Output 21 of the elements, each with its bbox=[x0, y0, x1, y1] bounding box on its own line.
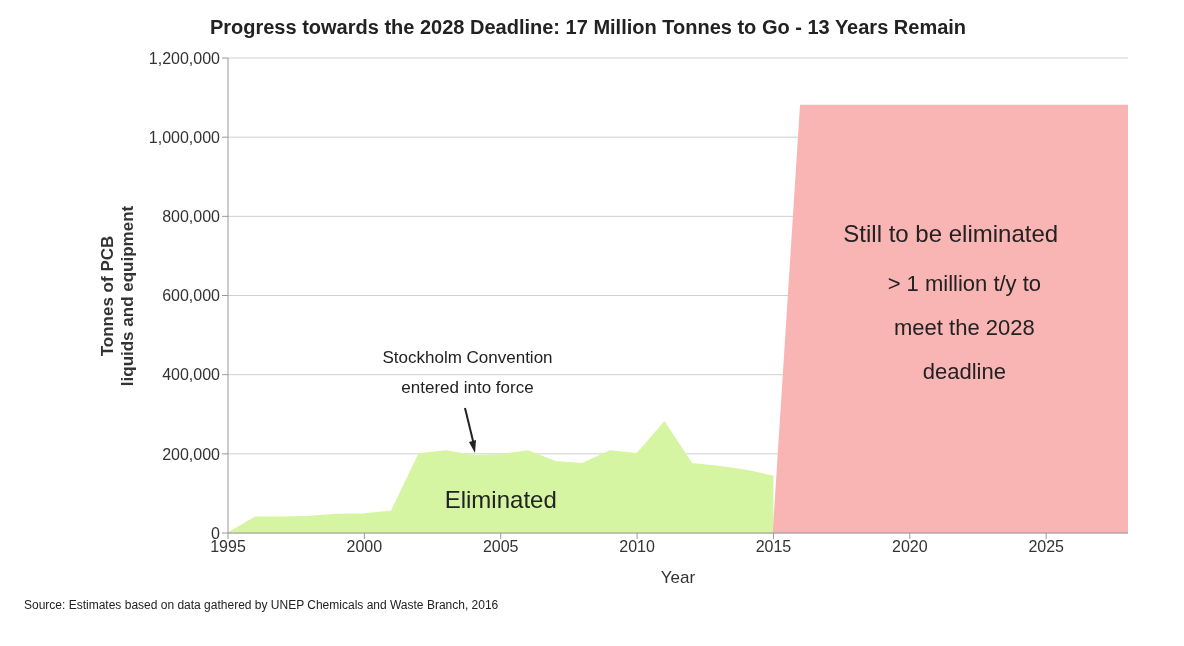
y-tick-label: 800,000 bbox=[162, 208, 221, 226]
x-tick-label: 2010 bbox=[619, 538, 655, 556]
y-axis-title: Tonnes of PCB liquids and equipment bbox=[98, 205, 138, 386]
x-tick-label: 2025 bbox=[1028, 538, 1065, 556]
x-tick-label: 2015 bbox=[755, 538, 792, 556]
chart-title: Progress towards the 2028 Deadline: 17 Million Tonnes to Go - 13 Years Remain bbox=[208, 16, 968, 39]
x-tick-label: 1995 bbox=[210, 538, 246, 556]
x-axis-title: Year bbox=[660, 568, 696, 587]
y-tick-label: 600,000 bbox=[162, 287, 221, 305]
series-label: Still to be eliminated bbox=[843, 219, 1059, 248]
x-tick-label: 2000 bbox=[346, 538, 383, 556]
y-tick-label: 1,200,000 bbox=[148, 49, 221, 67]
annotation: Stockholm Convention entered into force bbox=[381, 346, 554, 399]
x-tick-label: 2020 bbox=[892, 538, 928, 556]
annotation: > 1 million t/y to meet the 2028 deadline bbox=[886, 269, 1043, 386]
source-note: Source: Estimates based on data gathered by UNEP Chemicals and Waste Branch, 2016 bbox=[24, 598, 499, 612]
x-tick-label: 2005 bbox=[482, 538, 519, 556]
series-label: Eliminated bbox=[444, 485, 557, 514]
y-tick-label: 200,000 bbox=[162, 445, 221, 463]
y-tick-label: 1,000,000 bbox=[148, 128, 221, 146]
y-tick-label: 400,000 bbox=[162, 366, 221, 384]
